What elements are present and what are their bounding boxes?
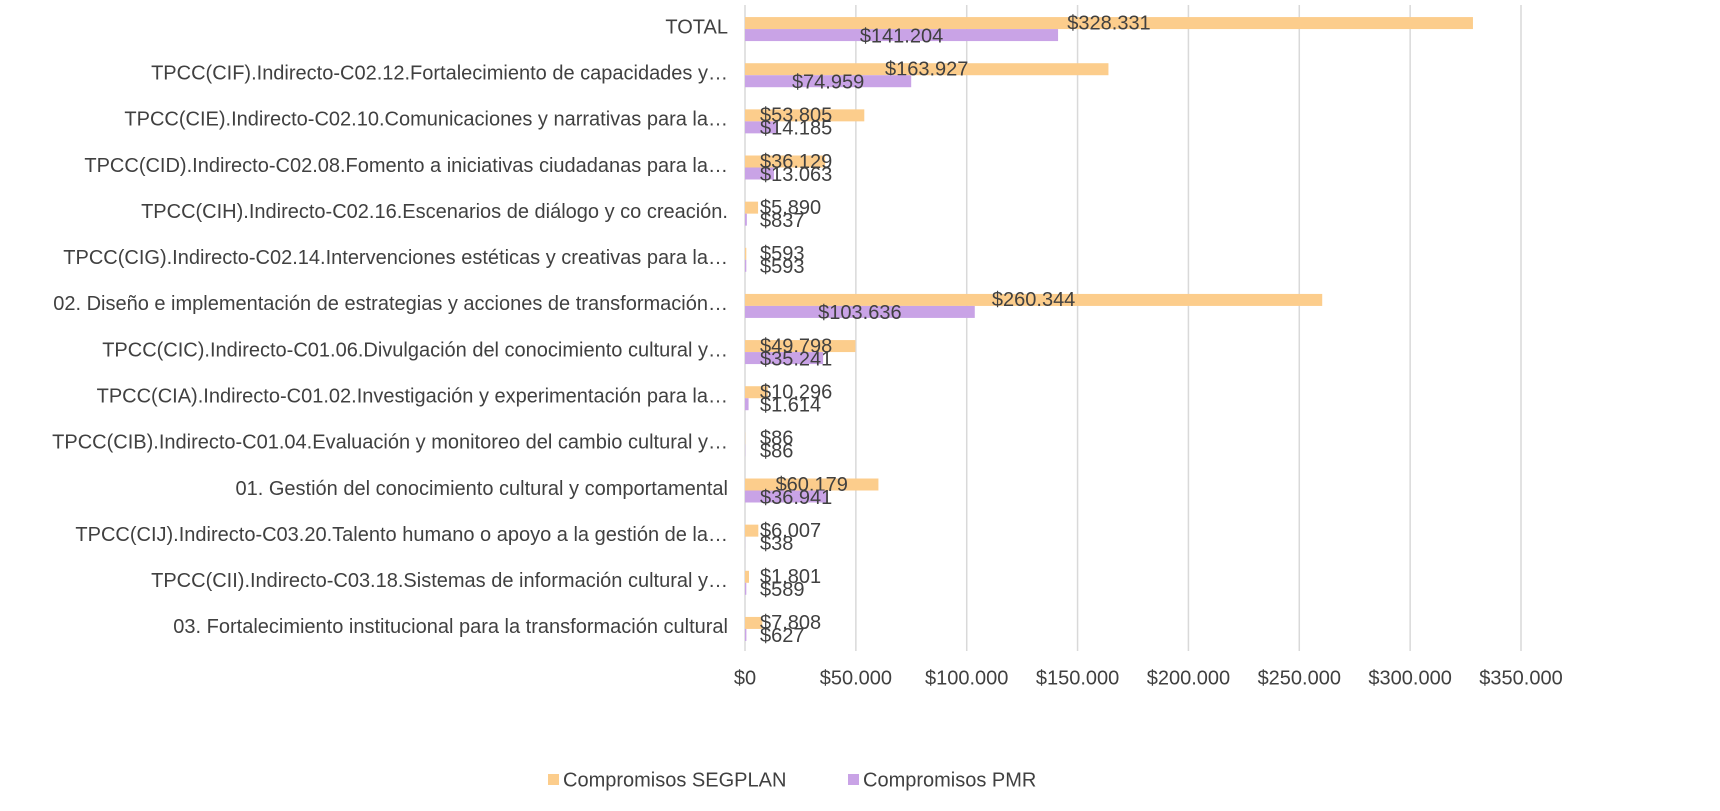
- category-label: TPCC(CID).Indirecto-C02.08.Fomento a ini…: [84, 155, 728, 177]
- category-label: 02. Diseño e implementación de estrategi…: [53, 293, 728, 315]
- x-tick-label: $100.000: [925, 667, 1008, 689]
- bar: [745, 398, 749, 410]
- category-label: TPCC(CIB).Indirecto-C01.04.Evaluación y …: [52, 432, 728, 454]
- legend-swatch: [548, 774, 559, 785]
- data-label: $837: [760, 210, 805, 232]
- category-label: TPCC(CIE).Indirecto-C02.10.Comunicacione…: [124, 109, 728, 131]
- category-label: TPCC(CIG).Indirecto-C02.14.Intervencione…: [63, 247, 728, 269]
- category-label: TPCC(CII).Indirecto-C03.18.Sistemas de i…: [151, 570, 728, 592]
- legend-label: Compromisos SEGPLAN: [563, 769, 786, 791]
- bar: [745, 583, 746, 595]
- category-label: TPCC(CIA).Indirecto-C01.02.Investigación…: [97, 385, 728, 407]
- data-label: $593: [760, 256, 805, 278]
- bar: [745, 571, 749, 583]
- data-label: $103.636: [818, 302, 901, 324]
- x-tick-label: $300.000: [1368, 667, 1451, 689]
- data-label: $35.241: [760, 348, 832, 370]
- category-label: TPCC(CIC).Indirecto-C01.06.Divulgación d…: [102, 339, 728, 361]
- bar: [745, 248, 746, 260]
- x-tick-label: $150.000: [1036, 667, 1119, 689]
- legend-label: Compromisos PMR: [863, 769, 1036, 791]
- data-label: $328.331: [1067, 12, 1150, 34]
- data-label: $627: [760, 625, 805, 647]
- data-label: $38: [760, 533, 793, 555]
- category-label: TPCC(CIF).Indirecto-C02.12.Fortalecimien…: [151, 62, 728, 84]
- data-label: $141.204: [860, 25, 943, 47]
- data-label: $14.185: [760, 118, 832, 140]
- category-label: 01. Gestión del conocimiento cultural y …: [236, 478, 728, 500]
- bar: [745, 214, 747, 226]
- x-tick-label: $50.000: [820, 667, 892, 689]
- data-label: $86: [760, 441, 793, 463]
- category-label: TPCC(CIH).Indirecto-C02.16.Escenarios de…: [141, 201, 728, 223]
- data-label: $1.614: [760, 394, 821, 416]
- data-label: $36.941: [760, 487, 832, 509]
- x-tick-label: $350.000: [1479, 667, 1562, 689]
- bar: [745, 629, 746, 641]
- x-tick-label: $200.000: [1147, 667, 1230, 689]
- x-tick-label: $0: [734, 667, 756, 689]
- category-label: TPCC(CIJ).Indirecto-C03.20.Talento human…: [75, 524, 728, 546]
- x-tick-label: $250.000: [1258, 667, 1341, 689]
- data-label: $74.959: [792, 71, 864, 93]
- category-label: TOTAL: [665, 16, 728, 38]
- bar: [745, 202, 758, 214]
- category-label: 03. Fortalecimiento institucional para l…: [173, 616, 728, 638]
- data-label: $589: [760, 579, 805, 601]
- bar: [745, 260, 746, 272]
- legend-swatch: [848, 774, 859, 785]
- bar: [745, 525, 758, 537]
- data-label: $260.344: [992, 289, 1075, 311]
- data-label: $13.063: [760, 164, 832, 186]
